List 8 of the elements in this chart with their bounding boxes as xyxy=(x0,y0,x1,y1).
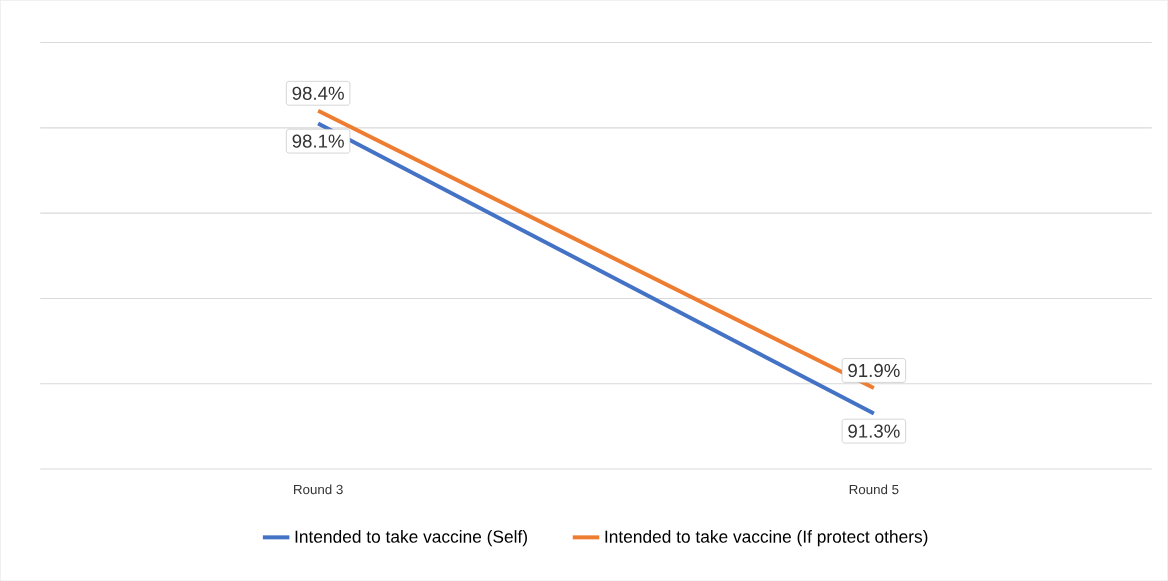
legend-label: Intended to take vaccine (Self) xyxy=(295,529,527,547)
data-label: 91.9% xyxy=(848,363,900,377)
x-tick-label: Round 3 xyxy=(294,484,343,495)
data-label: 98.1% xyxy=(292,134,344,148)
legend-label: Intended to take vaccine (If protect others) xyxy=(605,529,928,547)
data-label: 91.3% xyxy=(848,424,900,438)
x-tick-label: Round 5 xyxy=(849,484,899,495)
data-label: 98.4% xyxy=(292,86,344,100)
